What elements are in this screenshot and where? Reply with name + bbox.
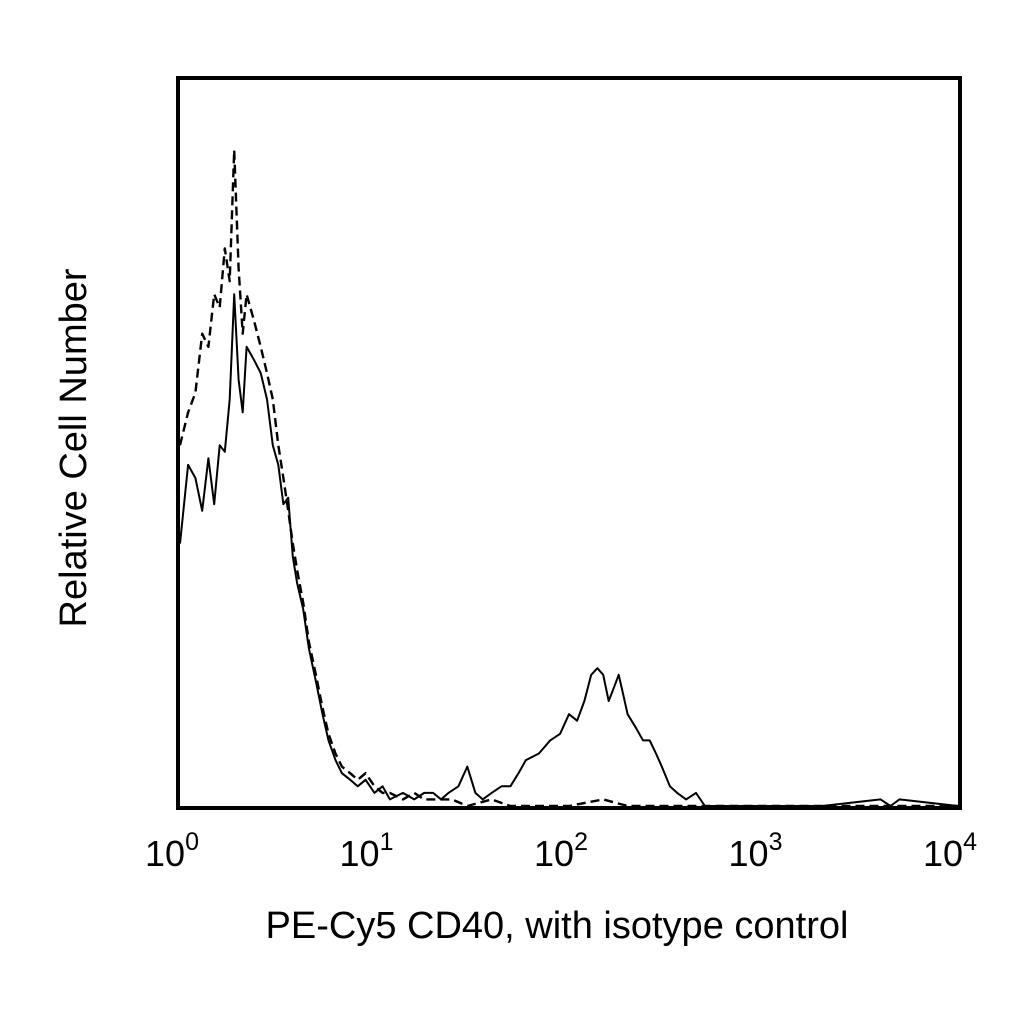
x-tick-label: 104 <box>923 828 977 874</box>
isotype-control-histogram <box>178 148 958 808</box>
cd40-histogram <box>179 293 959 807</box>
y-axis-title: Relative Cell Number <box>53 268 95 627</box>
x-axis-title: PE-Cy5 CD40, with isotype control <box>266 905 849 947</box>
plot-frame <box>176 76 962 810</box>
x-tick-label: 101 <box>340 828 394 874</box>
x-tick-label: 103 <box>729 828 783 874</box>
x-tick-label: 102 <box>534 828 588 874</box>
x-tick-labels: 100 101 102 103 104 <box>145 828 977 874</box>
series-layer <box>178 148 959 808</box>
x-tick-label: 100 <box>145 828 199 874</box>
